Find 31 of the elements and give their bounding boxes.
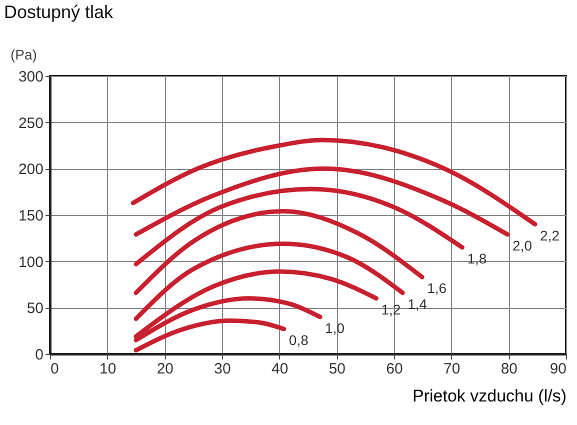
x-tick-label: 50 <box>328 360 346 378</box>
y-tick-label: 100 <box>18 254 44 271</box>
line-series <box>130 138 538 227</box>
line-series <box>134 241 405 322</box>
y-tick-label: 200 <box>18 161 44 178</box>
x-tick-label: 0 <box>50 360 59 378</box>
x-axis-title: Prietok vzduchu (l/s) <box>412 386 566 406</box>
x-tick-label: 60 <box>386 360 403 378</box>
x-tick-label: 30 <box>214 360 231 378</box>
x-tick-label: 10 <box>99 360 116 378</box>
line-series <box>134 186 464 266</box>
y-tick-label: 0 <box>35 346 44 364</box>
x-tick-label: 20 <box>156 360 174 378</box>
x-tick-label: 40 <box>271 360 288 378</box>
series-label: 0,8 <box>288 332 309 348</box>
y-tick-label: 300 <box>18 68 44 86</box>
line-series <box>134 209 424 296</box>
line-series <box>134 318 286 353</box>
series-label: 1,4 <box>408 296 428 312</box>
x-tick-label: 70 <box>443 360 460 378</box>
series-label: 1,6 <box>427 280 447 296</box>
line-series <box>134 166 510 237</box>
x-tick-label: 80 <box>500 360 518 378</box>
y-axis-title: (Pa) <box>10 46 37 62</box>
y-tick-label: 250 <box>18 114 44 132</box>
series-label: 2,2 <box>540 227 560 244</box>
series-label: 2,0 <box>512 237 532 254</box>
chart-title: Dostupný tlak <box>4 2 114 22</box>
y-tick-label: 150 <box>18 208 44 224</box>
y-tick-label: 50 <box>26 300 44 318</box>
x-tick-label: 90 <box>550 360 566 378</box>
